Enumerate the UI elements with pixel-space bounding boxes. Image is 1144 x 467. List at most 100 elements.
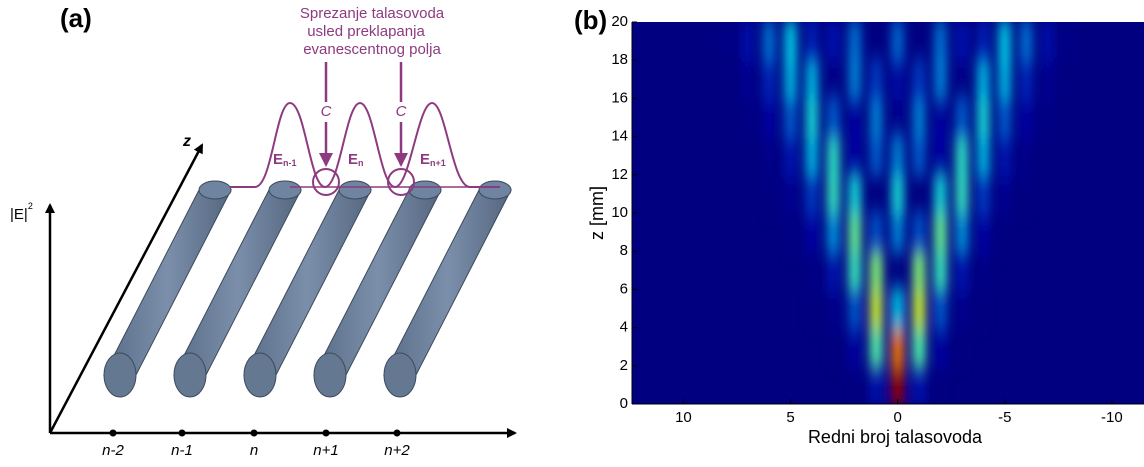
heat-cell: [1020, 172, 1033, 215]
heat-cell: [1020, 134, 1033, 177]
x-tick-label: 5: [786, 409, 794, 426]
heat-cell: [891, 172, 904, 215]
heat-cell: [720, 326, 732, 368]
heat-cell: [848, 325, 861, 368]
heat-cell: [934, 58, 947, 101]
heat-cell: [1020, 96, 1033, 139]
heat-cell: [913, 173, 925, 215]
heat-cell: [891, 211, 904, 254]
waveguide-top: [338, 180, 372, 200]
annotation: Sprezanje talasovoda: [300, 5, 445, 22]
heat-cell: [1063, 249, 1075, 291]
plot-background: [632, 22, 1144, 404]
heat-cell: [848, 211, 861, 254]
heat-cell: [913, 58, 926, 101]
heat-cell: [955, 58, 968, 101]
heat-cell: [763, 326, 775, 368]
heat-cell: [806, 364, 818, 406]
heat-cell: [913, 249, 926, 292]
heat-cell: [1020, 364, 1032, 406]
waveguide-end: [383, 352, 417, 398]
heat-cell: [763, 58, 776, 101]
coupling-label: C: [396, 103, 407, 120]
heat-cell: [913, 325, 926, 368]
waveguide-end: [103, 352, 137, 398]
heat-cell: [1063, 135, 1075, 177]
heat-cell: [934, 96, 947, 139]
heat-cell: [934, 22, 947, 63]
heat-cell: [998, 211, 1011, 254]
heat-cell: [1063, 173, 1075, 215]
heat-cell: [913, 96, 926, 139]
heat-cell: [934, 325, 947, 368]
x-axis-label: Redni broj talasovoda: [808, 427, 983, 447]
waveguide-end: [243, 352, 277, 398]
heat-cell: [934, 211, 947, 254]
heat-cell: [1020, 326, 1032, 368]
heat-cell: [742, 135, 754, 177]
heat-cell: [720, 135, 732, 177]
heat-cell: [1063, 211, 1075, 253]
n-dot: [178, 429, 186, 437]
heat-cell: [805, 249, 818, 292]
heat-cell: [741, 22, 754, 63]
heat-cell: [827, 22, 840, 63]
heat-cell: [955, 287, 968, 330]
heat-cell: [848, 249, 861, 292]
y-tick-label: 4: [620, 319, 628, 336]
x-tick-label: -5: [998, 409, 1011, 426]
heat-cell: [720, 58, 732, 100]
y-tick-label: 16: [611, 89, 628, 106]
heat-cell: [763, 287, 775, 329]
heat-cell: [934, 287, 947, 330]
n-dot: [393, 429, 401, 437]
heat-cell: [805, 58, 818, 101]
panel-label: (b): [574, 5, 607, 35]
heat-cell: [742, 173, 754, 215]
heat-cell: [870, 325, 883, 368]
heat-cell: [784, 22, 797, 63]
heat-cell: [827, 364, 839, 406]
heat-cell: [934, 172, 947, 215]
y-tick-label: 2: [620, 357, 628, 374]
heat-cell: [870, 249, 883, 292]
heat-cell: [955, 172, 968, 215]
heat-cell: [827, 96, 840, 139]
field-label: En: [348, 151, 364, 168]
coupling-label: C: [321, 103, 332, 120]
heat-cell: [999, 326, 1011, 368]
annotation: usled preklapanja: [307, 23, 425, 40]
overlap-circle: [387, 168, 415, 196]
y-tick-label: 0: [620, 395, 628, 412]
heat-cell: [1041, 22, 1054, 63]
field-main: E: [420, 151, 430, 168]
heat-cell: [955, 96, 968, 139]
heat-cell: [763, 249, 775, 291]
heat-cell: [913, 287, 926, 330]
heat-cell: [805, 172, 818, 215]
heat-cell: [977, 134, 990, 177]
y-tick-label: 14: [611, 128, 628, 145]
heat-cell: [1063, 22, 1076, 63]
heat-cell: [827, 211, 840, 254]
heat-cell: [720, 173, 732, 215]
heat-cell: [977, 326, 989, 368]
heat-cell: [720, 22, 733, 63]
heat-cell: [806, 287, 818, 329]
heat-cell: [742, 287, 754, 329]
heat-cell: [742, 211, 754, 253]
waveguide-end: [173, 352, 207, 398]
y-tick-label: 18: [611, 51, 628, 68]
heat-cell: [805, 134, 818, 177]
heat-cell: [848, 134, 861, 177]
heat-cell: [1042, 326, 1054, 368]
heat-cell: [913, 363, 926, 404]
heat-cell: [891, 249, 904, 292]
panel-a: (a) z |E|2 C C Sprezanje talasovoda usle…: [10, 3, 517, 459]
heat-cell: [742, 249, 754, 291]
waveguide-top: [478, 180, 512, 200]
n-dot: [109, 429, 117, 437]
heat-cell: [848, 58, 861, 101]
field-main: E: [273, 151, 283, 168]
waveguide-top: [198, 180, 232, 200]
